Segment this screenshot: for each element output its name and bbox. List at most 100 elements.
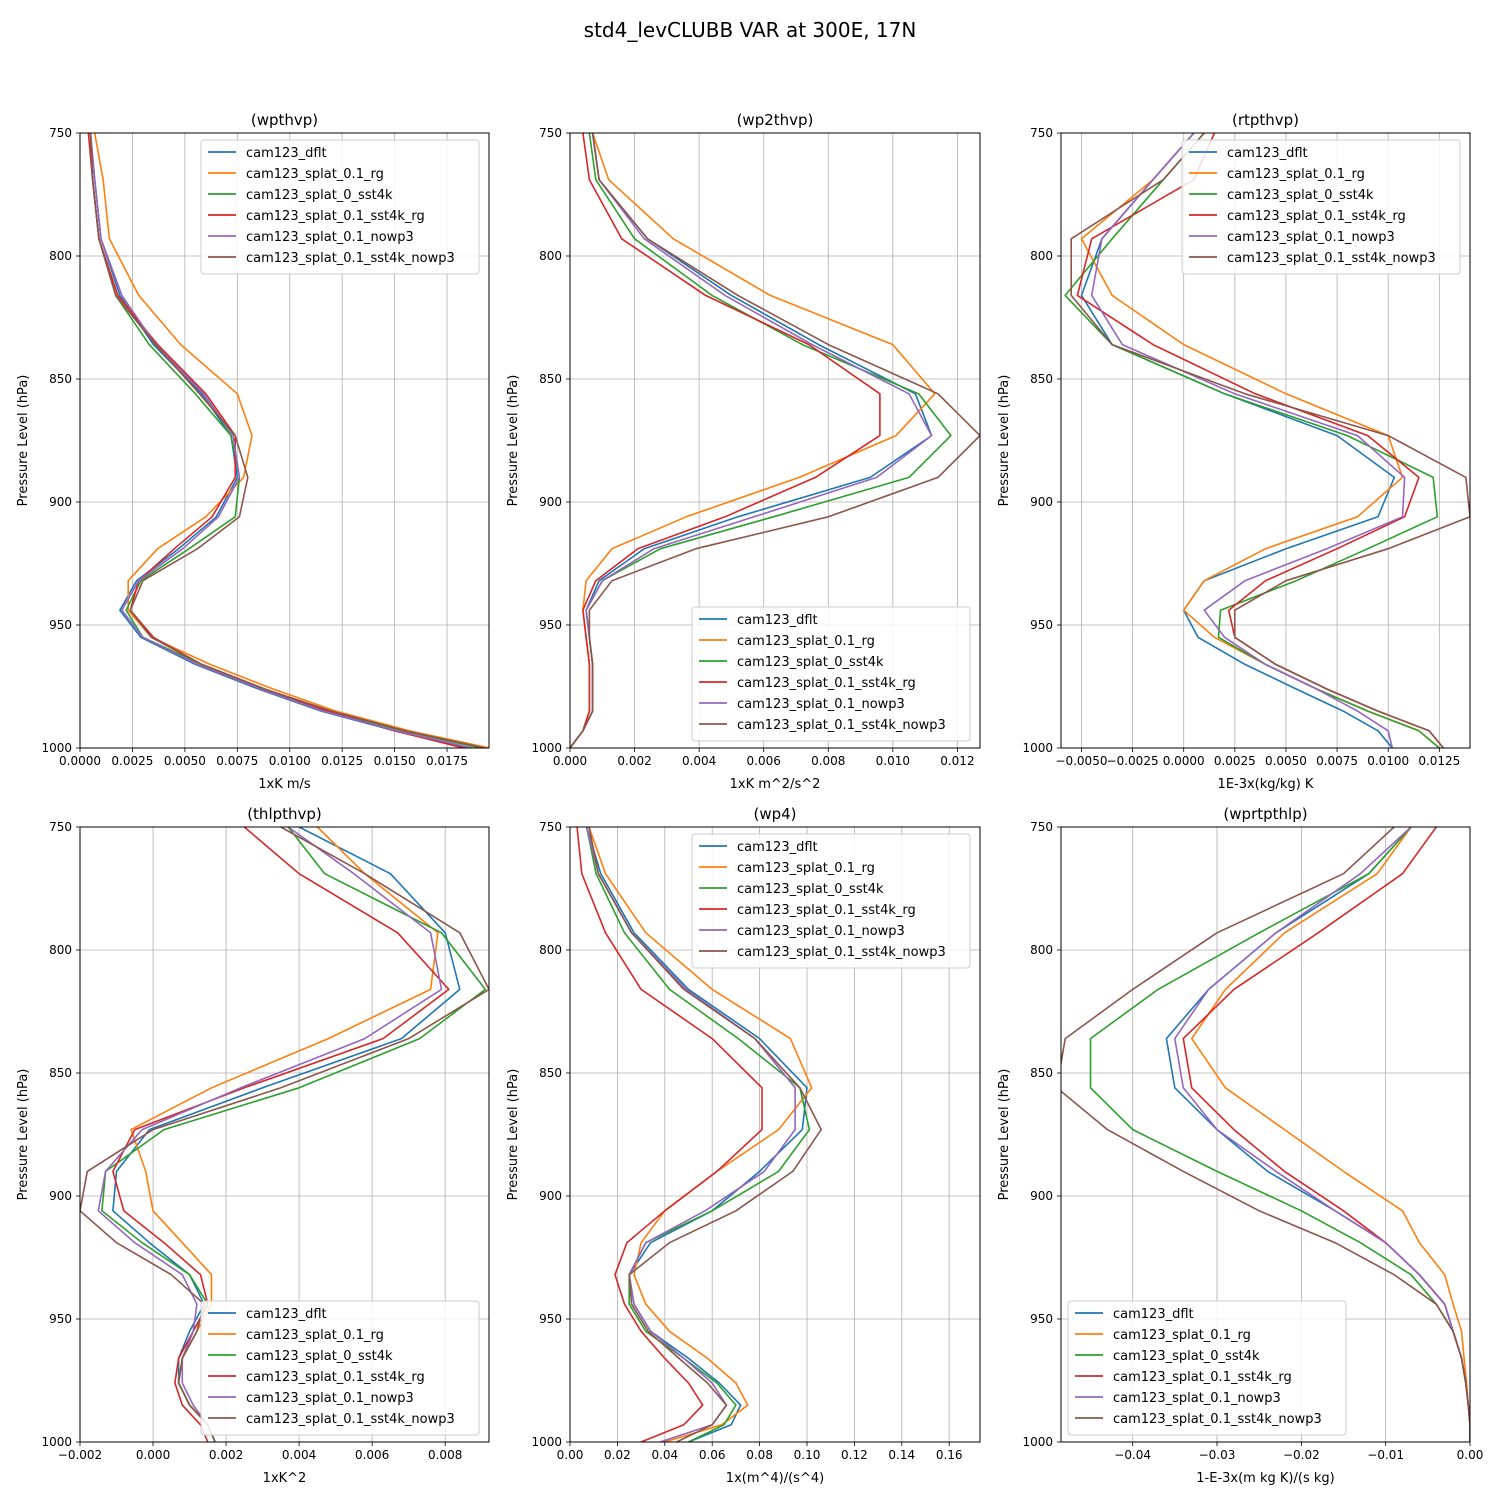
legend: cam123_dflt cam123_splat_0.1_rg cam123_spl…	[691, 606, 971, 742]
legend-label: cam123_dflt	[246, 146, 327, 161]
y-tick-label: 900	[1030, 1189, 1053, 1203]
y-tick-label: 800	[539, 249, 562, 263]
y-tick-label: 950	[49, 1312, 72, 1326]
y-tick-label: 800	[539, 943, 562, 957]
y-tick-label: 800	[49, 249, 72, 263]
legend-label: cam123_splat_0_sst4k	[1113, 1349, 1260, 1364]
legend-label: cam123_splat_0.1_rg	[1113, 1328, 1251, 1343]
y-axis-label: Pressure Level (hPa)	[997, 375, 1012, 507]
panel-title: (thlpthvp)	[247, 805, 322, 823]
series-line-cam123_splat_0.1_sst4k_nowp3	[1061, 827, 1470, 1442]
x-tick-label: 0.006	[355, 1448, 389, 1462]
series-line-cam123_splat_0.1_sst4k_nowp3	[588, 827, 823, 1442]
legend: cam123_dflt cam123_splat_0.1_rg cam123_spl…	[1181, 139, 1461, 275]
x-tick-label: −0.01	[1367, 1448, 1404, 1462]
x-tick-label: 0.0150	[374, 754, 416, 768]
legend: cam123_dflt cam123_splat_0.1_rg cam123_spl…	[200, 139, 480, 275]
y-axis-label: Pressure Level (hPa)	[997, 1069, 1012, 1201]
legend-label: cam123_splat_0_sst4k	[737, 882, 884, 897]
x-tick-label: 0.0025	[1214, 754, 1256, 768]
legend-label: cam123_splat_0.1_nowp3	[737, 697, 905, 712]
y-tick-label: 900	[49, 1189, 72, 1203]
x-tick-label: 0.012	[940, 754, 974, 768]
x-tick-label: 0.0000	[1163, 754, 1205, 768]
x-tick-label: 0.006	[747, 754, 781, 768]
x-tick-label: 0.010	[876, 754, 910, 768]
y-axis-label: Pressure Level (hPa)	[16, 375, 31, 507]
y-tick-label: 1000	[1022, 741, 1053, 755]
plot-frame	[1060, 826, 1471, 1443]
y-tick-label: 750	[49, 820, 72, 834]
y-tick-label: 950	[539, 1312, 562, 1326]
panel-wp2thvp: 0.000 0.002 0.004 0.006 0.008 0.010 0.012 750 80…	[506, 111, 981, 792]
legend-label: cam123_splat_0.1_sst4k_nowp3	[1113, 1412, 1322, 1427]
legend-box	[691, 606, 971, 742]
legend-label: cam123_splat_0.1_rg	[737, 861, 875, 876]
x-tick-label: 0.0125	[1418, 754, 1460, 768]
x-tick-label: 0.0075	[216, 754, 258, 768]
x-tick-label: 0.0175	[426, 754, 468, 768]
legend-box	[200, 139, 480, 275]
plot-frame	[569, 826, 981, 1443]
y-tick-label: 850	[539, 372, 562, 386]
series-line-cam123_splat_0.1_sst4k_nowp3	[1070, 133, 1470, 748]
x-tick-label: −0.0025	[1107, 754, 1159, 768]
legend-label: cam123_splat_0.1_rg	[246, 167, 384, 182]
legend: cam123_dflt cam123_splat_0.1_rg cam123_spl…	[200, 1300, 480, 1436]
legend-label: cam123_splat_0.1_sst4k_nowp3	[246, 251, 455, 266]
series-line-cam123_splat_0.1_nowp3	[585, 827, 796, 1442]
x-tick-label: −0.04	[1114, 1448, 1151, 1462]
series-line-cam123_splat_0.1_sst4k_rg	[576, 827, 763, 1442]
x-tick-label: 0.00	[1457, 1448, 1484, 1462]
legend-label: cam123_splat_0.1_nowp3	[246, 230, 414, 245]
series-line-cam123_splat_0_sst4k	[1064, 133, 1440, 748]
legend-label: cam123_splat_0.1_sst4k_rg	[737, 676, 916, 691]
x-tick-label: 0.0100	[269, 754, 311, 768]
y-tick-label: 1000	[41, 741, 72, 755]
series-line-cam123_splat_0.1_rg	[588, 827, 813, 1442]
legend-label: cam123_splat_0.1_sst4k_rg	[246, 209, 425, 224]
y-tick-label: 750	[1030, 820, 1053, 834]
y-tick-label: 800	[1030, 943, 1053, 957]
series-line-cam123_splat_0.1_nowp3	[97, 827, 443, 1442]
figure-title: std4_levCLUBB VAR at 300E, 17N	[584, 18, 917, 42]
x-tick-label: 0.06	[699, 1448, 726, 1462]
y-tick-label: 750	[1030, 126, 1053, 140]
x-tick-label: 0.04	[651, 1448, 678, 1462]
y-tick-label: 850	[1030, 1066, 1053, 1080]
x-axis-label: 1E-3x(kg/kg) K	[1218, 777, 1314, 792]
y-tick-label: 900	[49, 495, 72, 509]
series-line-cam123_splat_0.1_sst4k_nowp3	[570, 133, 980, 748]
legend-box	[691, 833, 971, 969]
plot-frame	[79, 826, 490, 1443]
x-tick-label: 0.0000	[59, 754, 101, 768]
y-tick-label: 1000	[41, 1435, 72, 1449]
legend-box	[1181, 139, 1461, 275]
panel-rtpthvp: −0.0050 −0.0025 0.0000 0.0025 0.0050 0.0075 0.…	[997, 111, 1471, 792]
legend-label: cam123_dflt	[737, 613, 818, 628]
x-axis-label: 1xK m/s	[258, 777, 311, 792]
y-axis-label: Pressure Level (hPa)	[506, 1069, 521, 1201]
x-tick-label: 0.0125	[321, 754, 363, 768]
legend-label: cam123_splat_0.1_rg	[246, 1328, 384, 1343]
x-tick-label: 0.02	[604, 1448, 631, 1462]
legend-label: cam123_splat_0.1_sst4k_nowp3	[737, 945, 946, 960]
y-tick-label: 1000	[1022, 1435, 1053, 1449]
panel-wp4: 0.00 0.02 0.04 0.06 0.08 0.10 0.12 0.14 0.16 750 8…	[506, 805, 981, 1486]
x-tick-label: 0.002	[209, 1448, 243, 1462]
legend-label: cam123_splat_0_sst4k	[246, 188, 393, 203]
x-tick-label: 0.008	[428, 1448, 462, 1462]
x-axis-label: 1xK m^2/s^2	[730, 777, 821, 792]
legend-label: cam123_splat_0.1_sst4k_nowp3	[246, 1412, 455, 1427]
legend-label: cam123_splat_0.1_nowp3	[1113, 1391, 1281, 1406]
y-axis-label: Pressure Level (hPa)	[506, 375, 521, 507]
legend-label: cam123_dflt	[1227, 146, 1308, 161]
x-tick-label: 0.004	[682, 754, 716, 768]
series-line-cam123_splat_0.1_rg	[93, 133, 489, 748]
y-tick-label: 950	[49, 618, 72, 632]
x-tick-label: 0.0100	[1367, 754, 1409, 768]
legend-label: cam123_splat_0.1_nowp3	[246, 1391, 414, 1406]
legend-label: cam123_dflt	[1113, 1307, 1194, 1322]
x-tick-label: 0.00	[557, 1448, 584, 1462]
